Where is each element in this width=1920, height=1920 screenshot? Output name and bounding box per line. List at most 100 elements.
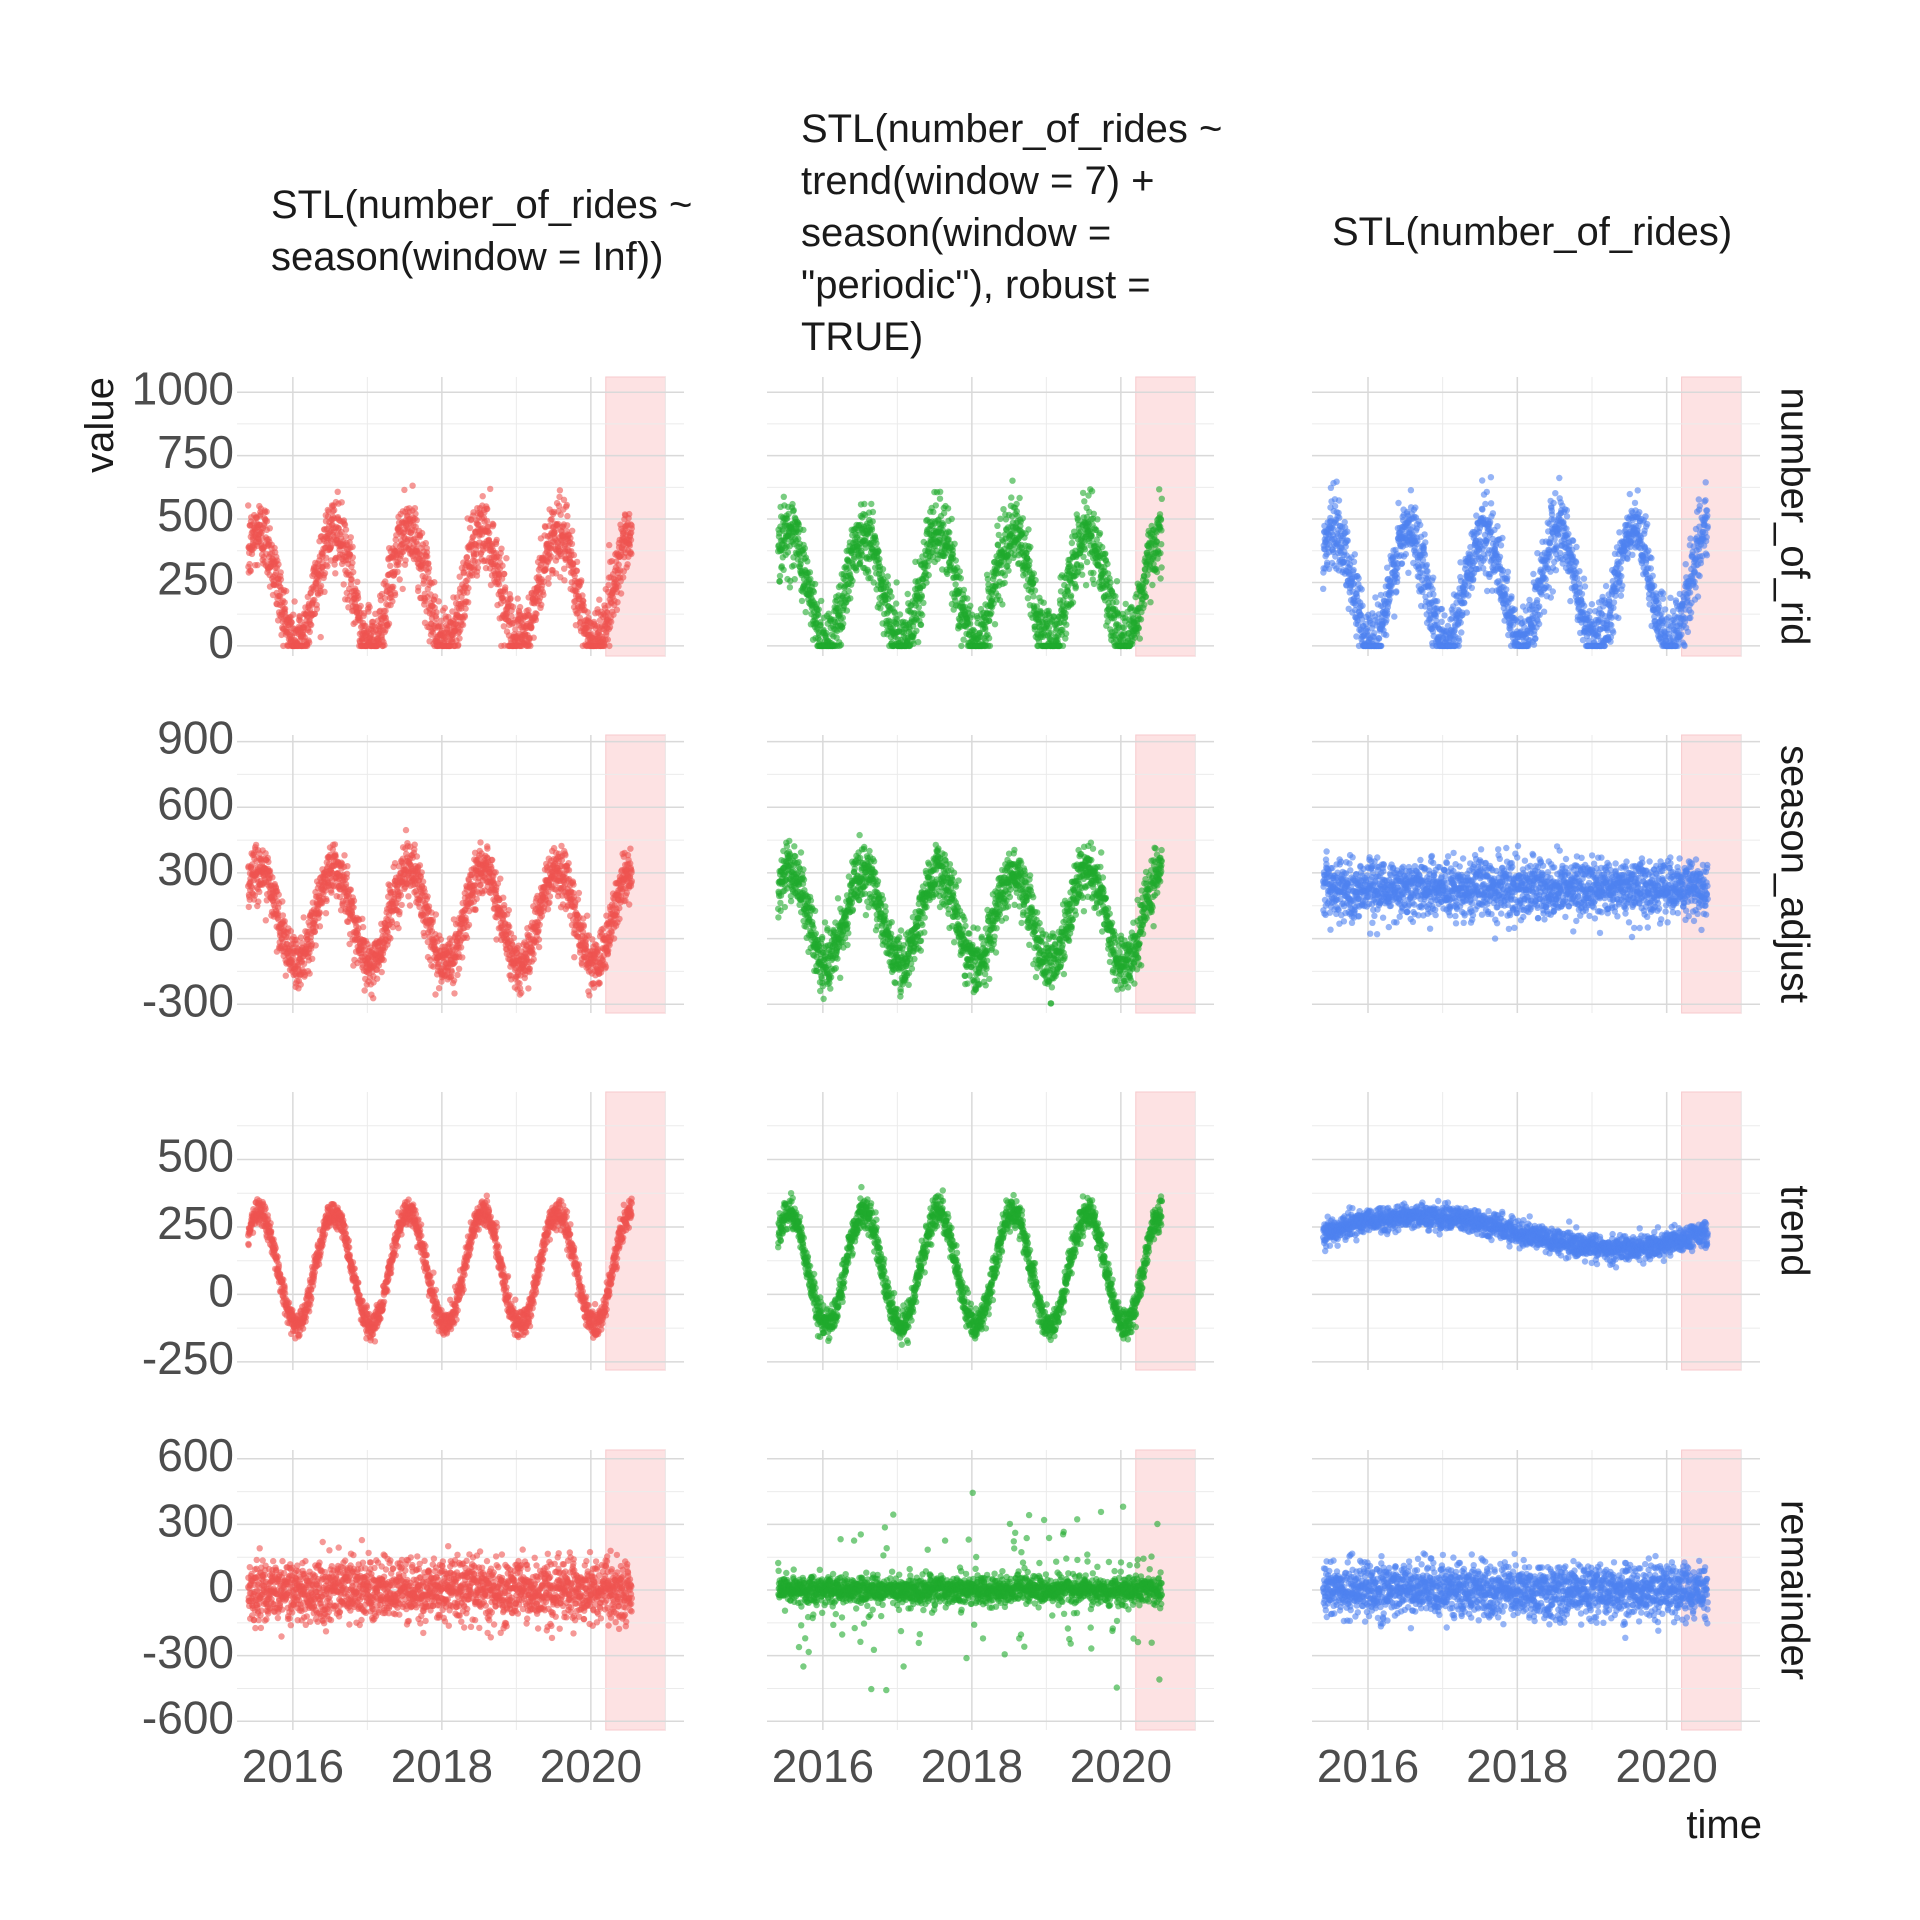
data-point xyxy=(431,579,438,586)
data-point xyxy=(861,500,868,508)
data-point xyxy=(563,501,570,509)
data-point xyxy=(845,587,852,595)
data-point xyxy=(1032,576,1039,584)
data-point xyxy=(920,599,927,607)
data-point xyxy=(502,584,509,591)
data-point xyxy=(1094,516,1101,523)
data-point xyxy=(1424,568,1431,575)
data-point xyxy=(940,521,947,528)
data-point xyxy=(1470,575,1477,583)
data-point xyxy=(1153,568,1161,576)
data-point xyxy=(503,555,510,562)
data-point xyxy=(1530,641,1538,648)
column-title-line: season(window = xyxy=(801,211,1111,255)
data-point xyxy=(608,618,615,626)
data-point xyxy=(1069,599,1077,606)
data-point xyxy=(334,488,341,495)
data-point xyxy=(1394,574,1401,582)
data-point xyxy=(479,493,486,500)
column-title-3: STL(number_of_rides) xyxy=(1332,210,1732,254)
data-point xyxy=(1141,601,1148,608)
data-point xyxy=(381,642,388,649)
data-point xyxy=(290,611,297,618)
data-point xyxy=(877,605,884,612)
data-point xyxy=(1461,599,1468,607)
data-point xyxy=(615,561,622,568)
data-point xyxy=(605,581,612,589)
data-point xyxy=(277,576,285,583)
data-point xyxy=(1479,506,1486,513)
data-point xyxy=(1019,515,1026,522)
data-point xyxy=(306,628,313,636)
data-point xyxy=(1358,586,1365,593)
data-point xyxy=(584,609,591,616)
data-point xyxy=(784,549,792,556)
data-point xyxy=(893,579,900,586)
data-point xyxy=(568,540,576,548)
data-point xyxy=(387,562,394,569)
data-point xyxy=(415,584,422,591)
data-point xyxy=(466,524,474,532)
data-point xyxy=(776,578,783,585)
data-point xyxy=(966,620,974,627)
data-point xyxy=(1535,620,1543,628)
data-point xyxy=(991,621,999,628)
data-point xyxy=(1331,502,1339,510)
data-point xyxy=(342,526,350,533)
data-point xyxy=(283,587,290,595)
data-point xyxy=(1532,635,1539,642)
data-point xyxy=(1088,488,1096,495)
data-point xyxy=(1147,599,1154,606)
data-point xyxy=(1391,613,1398,620)
data-point xyxy=(960,586,968,594)
data-point xyxy=(391,591,399,599)
data-point xyxy=(626,542,633,549)
data-point xyxy=(800,526,807,534)
data-point xyxy=(840,620,847,627)
data-point xyxy=(1421,551,1429,558)
data-point xyxy=(1393,588,1400,595)
data-point xyxy=(495,581,503,588)
column-title-line: trend(window = 7) + xyxy=(801,159,1155,203)
data-point xyxy=(463,554,471,561)
data-point xyxy=(573,558,581,566)
data-point xyxy=(596,596,603,603)
data-point xyxy=(1344,528,1351,535)
data-point xyxy=(614,599,621,606)
data-point xyxy=(876,555,883,563)
data-point xyxy=(501,570,508,578)
data-point xyxy=(994,522,1001,529)
data-point xyxy=(1016,494,1023,502)
column-titles: STL(number_of_rides ~ season(window = Inf… xyxy=(271,107,1732,359)
data-point xyxy=(952,557,959,564)
data-point xyxy=(1359,602,1366,609)
data-point xyxy=(465,584,472,592)
column-title-2: STL(number_of_rides ~ trend(window = 7) +… xyxy=(801,107,1222,359)
data-point xyxy=(528,623,535,631)
data-point xyxy=(1497,542,1505,549)
data-point xyxy=(385,620,393,627)
data-point xyxy=(1455,637,1463,645)
data-point xyxy=(930,508,937,516)
data-point xyxy=(357,602,364,610)
data-point xyxy=(412,510,419,517)
data-point xyxy=(913,627,920,634)
data-point xyxy=(875,548,882,555)
data-point xyxy=(1542,576,1549,583)
data-point xyxy=(254,561,261,569)
column-title-line: STL(number_of_rides ~ xyxy=(801,107,1222,151)
data-point xyxy=(389,598,396,605)
data-point xyxy=(1158,541,1165,548)
data-point xyxy=(884,573,891,580)
data-point xyxy=(1063,621,1070,628)
data-point xyxy=(810,588,818,596)
data-point xyxy=(1142,593,1150,600)
data-point xyxy=(1350,566,1357,574)
panel-number_of_rides-col3 xyxy=(1312,376,1760,657)
data-point xyxy=(1026,557,1033,565)
data-point xyxy=(956,568,963,575)
data-point xyxy=(1158,495,1166,502)
data-point xyxy=(604,636,611,643)
data-point xyxy=(1384,610,1391,617)
data-point xyxy=(1090,510,1098,517)
